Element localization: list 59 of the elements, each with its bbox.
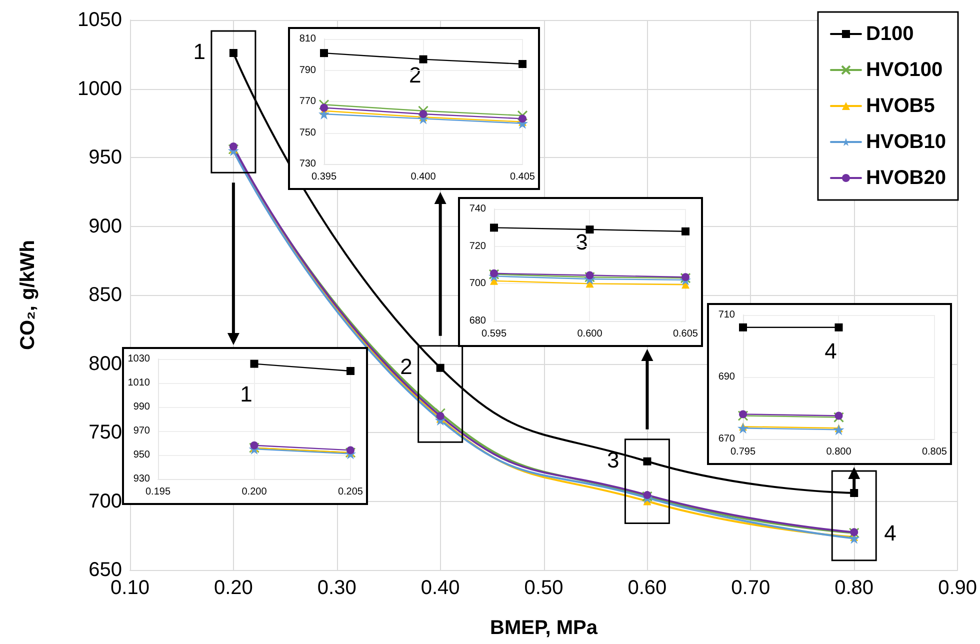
y-tick-label: 990 — [133, 402, 150, 412]
x-tick-label: 0.395 — [311, 172, 337, 182]
x-tick-label: 0.40 — [420, 577, 460, 599]
y-tick-label: 750 — [88, 422, 122, 444]
x-tick-label: 0.90 — [938, 577, 978, 599]
annotation: 1 — [193, 39, 206, 64]
annotation: 3 — [606, 447, 620, 472]
x-axis-title: BMEP, MPa — [490, 617, 598, 639]
annotation: 4 — [884, 520, 896, 546]
y-tick-label: 670 — [718, 434, 736, 444]
x-tick-label: 0.595 — [481, 328, 507, 340]
annotation: 4 — [824, 338, 837, 364]
legend-label: D100 — [866, 23, 914, 45]
x-tick-label: 0.20 — [214, 577, 253, 599]
y-tick-label: 680 — [469, 316, 486, 326]
y-tick-label: 1010 — [128, 378, 150, 388]
x-tick-label: 0.70 — [731, 577, 770, 599]
x-tick-label: 0.405 — [510, 172, 536, 182]
y-tick-label: 720 — [469, 240, 486, 252]
y-tick-label: 1030 — [128, 354, 150, 364]
y-tick-label: 700 — [469, 278, 486, 290]
y-tick-label: 710 — [718, 310, 736, 320]
y-tick-label: 690 — [718, 372, 736, 382]
y-tick-label: 950 — [88, 146, 122, 168]
x-tick-label: 0.80 — [834, 577, 874, 599]
y-tick-label: 790 — [299, 64, 316, 76]
x-tick-label: 0.195 — [145, 486, 171, 498]
x-tick-label: 0.205 — [338, 486, 364, 498]
y-tick-label: 930 — [133, 474, 150, 484]
x-tick-label: 0.30 — [317, 577, 356, 599]
legend-label: HVO100 — [866, 59, 943, 81]
y-axis-title: CO₂, g/kWh — [17, 240, 39, 350]
y-tick-label: 900 — [88, 215, 122, 238]
y-tick-label: 730 — [299, 158, 316, 170]
y-tick-label: 750 — [299, 127, 316, 138]
x-tick-label: 0.805 — [922, 446, 948, 458]
y-tick-label: 950 — [133, 450, 150, 460]
x-tick-label: 0.50 — [524, 577, 564, 599]
y-tick-label: 700 — [88, 490, 122, 512]
legend-label: HVOB5 — [866, 95, 935, 117]
y-tick-label: 1000 — [78, 78, 122, 100]
x-tick-label: 0.800 — [826, 446, 852, 458]
y-tick-label: 800 — [88, 352, 122, 375]
x-tick-label: 0.605 — [672, 328, 698, 340]
y-tick-label: 970 — [133, 426, 150, 436]
x-tick-label: 0.795 — [730, 446, 756, 458]
annotation: 2 — [400, 354, 412, 379]
y-tick-label: 810 — [299, 34, 316, 44]
annotation: 1 — [240, 381, 252, 406]
y-tick-label: 770 — [299, 96, 316, 107]
legend-label: HVOB10 — [866, 131, 946, 153]
x-tick-label: 0.600 — [577, 328, 603, 340]
y-tick-label: 740 — [469, 204, 486, 214]
x-tick-label: 0.400 — [410, 172, 436, 182]
x-tick-label: 0.200 — [242, 486, 268, 498]
x-tick-label: 0.60 — [628, 577, 667, 599]
legend-label: HVOB20 — [866, 167, 946, 189]
y-tick-label: 1050 — [78, 9, 122, 31]
y-tick-label: 850 — [88, 284, 122, 306]
